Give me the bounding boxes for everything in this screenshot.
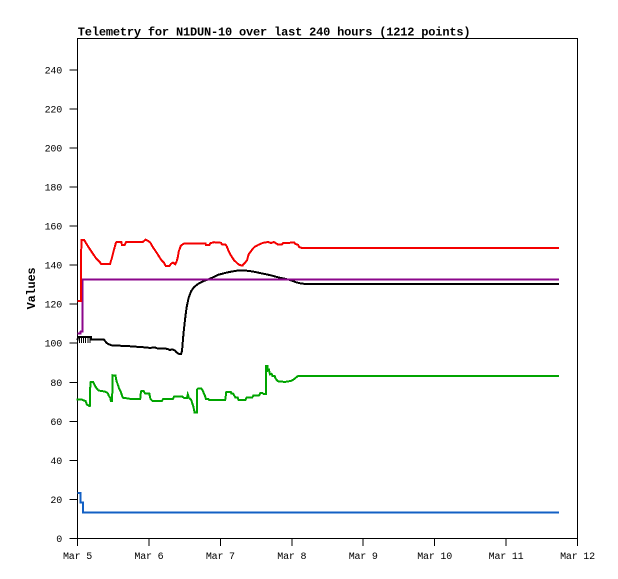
svg-text:160: 160: [45, 223, 63, 234]
svg-text:240: 240: [45, 66, 63, 77]
svg-text:60: 60: [50, 418, 62, 429]
svg-text:Mar 8: Mar 8: [277, 552, 306, 563]
svg-text:80: 80: [50, 379, 62, 390]
svg-text:200: 200: [45, 144, 63, 155]
svg-text:20: 20: [50, 496, 62, 507]
svg-text:Mar 12: Mar 12: [560, 552, 595, 563]
svg-text:Telemetry for N1DUN-10 over la: Telemetry for N1DUN-10 over last 240 hou…: [78, 26, 471, 40]
svg-text:120: 120: [45, 301, 63, 312]
svg-text:40: 40: [50, 457, 62, 468]
svg-text:100: 100: [45, 340, 63, 351]
svg-text:Mar 10: Mar 10: [417, 552, 452, 563]
svg-text:220: 220: [45, 105, 63, 116]
svg-text:Values: Values: [25, 268, 39, 310]
svg-text:Mar 7: Mar 7: [206, 552, 235, 563]
svg-text:140: 140: [45, 262, 63, 273]
svg-text:180: 180: [45, 183, 63, 194]
svg-text:Mar 5: Mar 5: [63, 552, 92, 563]
svg-text:0: 0: [56, 535, 62, 546]
svg-text:Mar 9: Mar 9: [349, 552, 378, 563]
svg-text:Mar 11: Mar 11: [489, 552, 524, 563]
svg-text:Mar 6: Mar 6: [134, 552, 163, 563]
